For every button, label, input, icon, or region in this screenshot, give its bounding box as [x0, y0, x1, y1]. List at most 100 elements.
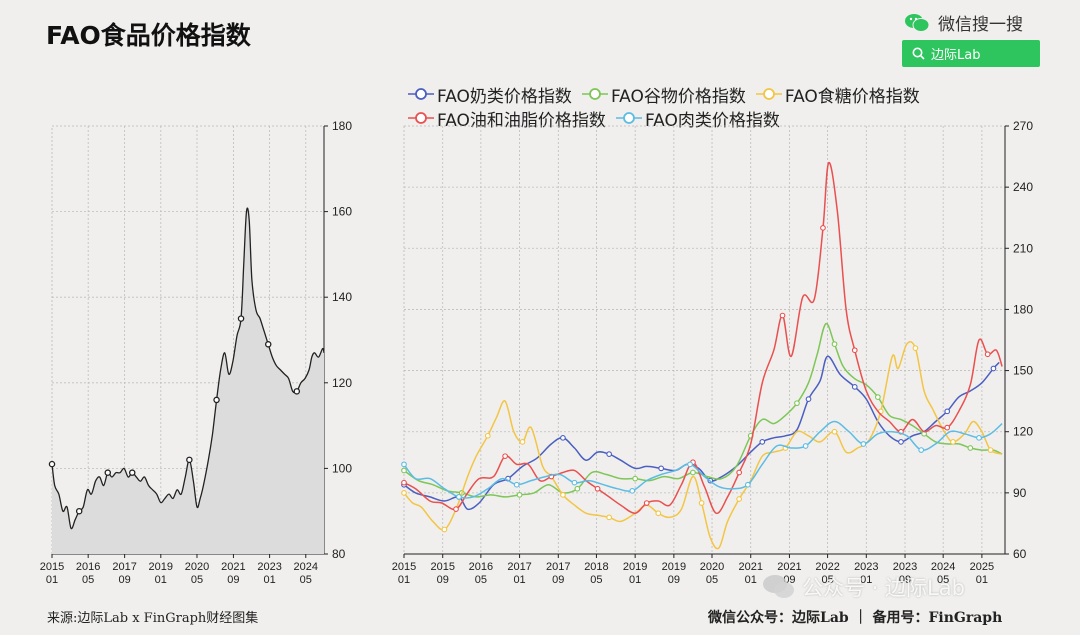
- y-tick-label: 160: [332, 205, 352, 219]
- x-tick-label: 05: [82, 574, 94, 586]
- x-tick-label: 2021: [738, 561, 762, 573]
- x-tick-label: 05: [706, 574, 718, 586]
- data-point: [560, 492, 566, 498]
- x-tick-label: 2015: [430, 561, 454, 573]
- data-point: [779, 312, 786, 319]
- data-point: [831, 428, 838, 435]
- legend-marker: [581, 88, 608, 100]
- search-icon: [912, 47, 925, 60]
- data-point: [213, 396, 220, 404]
- source-note: 来源:边际Lab x FinGraph财经图集: [47, 611, 259, 626]
- x-tick-label: 01: [398, 574, 410, 586]
- data-point: [104, 469, 112, 476]
- legend-label: FAO食糖价格指数: [784, 86, 920, 107]
- watermark-text: 公众号 · 边际Lab: [802, 576, 965, 600]
- data-point: [516, 492, 523, 498]
- x-tick-label: 05: [937, 574, 949, 586]
- x-tick-label: 2017: [507, 561, 531, 573]
- legend-item: FAO食糖价格指数: [755, 82, 920, 107]
- x-tick-label: 01: [263, 574, 275, 586]
- chart-legend: FAO奶类价格指数 FAO谷物价格指数 FAO食糖价格指数 FAO油和油脂价格指数 F…: [408, 82, 1008, 131]
- x-tick-label: 2019: [149, 561, 173, 573]
- x-tick-label: 2020: [185, 561, 209, 573]
- data-point: [820, 225, 826, 231]
- data-point: [606, 514, 612, 521]
- data-point: [571, 479, 578, 486]
- x-tick-label: 01: [745, 574, 757, 586]
- data-point: [875, 394, 881, 400]
- x-tick-label: 09: [118, 574, 130, 586]
- legend-marker: [755, 88, 782, 100]
- series-line: [403, 161, 1003, 515]
- x-tick-label: 2023: [854, 561, 878, 573]
- data-point: [944, 408, 951, 415]
- data-point: [632, 475, 639, 482]
- x-tick-label: 2023: [257, 561, 281, 573]
- x-tick-label: 2024: [294, 561, 318, 573]
- x-tick-label: 2021: [777, 561, 801, 573]
- legend-marker: [408, 88, 434, 100]
- x-tick-label: 01: [860, 574, 872, 586]
- x-tick-label: 05: [191, 574, 203, 586]
- x-tick-label: 2019: [662, 561, 686, 573]
- y-tick-label: 180: [332, 119, 352, 133]
- data-point: [401, 479, 407, 486]
- data-point: [594, 485, 601, 492]
- data-point: [860, 441, 867, 447]
- data-point: [744, 481, 751, 488]
- x-tick-label: 2016: [469, 561, 493, 573]
- x-tick-label: 2016: [76, 561, 100, 573]
- data-point: [944, 424, 951, 431]
- data-point: [401, 461, 407, 468]
- legend-item: FAO肉类价格指数: [615, 106, 780, 131]
- data-point: [736, 469, 743, 476]
- search-button[interactable]: 边际Lab: [902, 40, 1040, 67]
- data-point: [967, 445, 974, 451]
- y-tick-label: 150: [1013, 364, 1033, 378]
- data-point: [456, 494, 462, 500]
- area-fill: [52, 208, 324, 554]
- x-tick-label: 09: [227, 574, 239, 586]
- data-point: [519, 439, 526, 445]
- x-tick-label: 01: [513, 574, 525, 586]
- x-tick-label: 05: [821, 574, 833, 586]
- y-tick-label: 60: [1013, 547, 1027, 561]
- x-tick-label: 2017: [112, 561, 136, 573]
- y-tick-label: 80: [332, 547, 346, 561]
- x-tick-label: 2023: [893, 561, 917, 573]
- x-tick-label: 01: [629, 574, 641, 586]
- data-point: [264, 341, 272, 348]
- x-tick-label: 2025: [970, 561, 994, 573]
- data-point: [453, 506, 459, 513]
- legend-item: FAO奶类价格指数: [408, 82, 572, 107]
- wechat-icon: [905, 13, 930, 32]
- x-tick-label: 2017: [546, 561, 570, 573]
- series-line: [403, 420, 1003, 499]
- data-point: [851, 384, 858, 390]
- data-point: [574, 485, 581, 492]
- footer-credit: 微信公众号：边际Lab ｜ 备用号：FinGraph: [708, 610, 1003, 626]
- data-point: [990, 365, 997, 372]
- x-tick-label: 01: [976, 574, 988, 586]
- legend-marker: [615, 112, 642, 124]
- x-tick-label: 2019: [623, 561, 647, 573]
- legend-label: FAO油和油脂价格指数: [437, 110, 606, 131]
- y-tick-label: 270: [1013, 119, 1033, 133]
- x-tick-label: 09: [899, 574, 911, 586]
- data-point: [128, 469, 136, 476]
- legend-label: FAO肉类价格指数: [644, 110, 780, 131]
- data-point: [759, 439, 766, 445]
- y-tick-label: 180: [1013, 302, 1033, 316]
- x-tick-label: 09: [437, 574, 449, 586]
- y-tick-label: 140: [332, 290, 352, 304]
- data-point: [75, 507, 83, 515]
- series-line: [51, 207, 325, 530]
- y-tick-label: 120: [332, 376, 352, 390]
- data-point: [690, 469, 696, 476]
- x-tick-label: 05: [475, 574, 487, 586]
- data-point: [687, 461, 693, 468]
- search-button-label: 边际Lab: [931, 48, 981, 63]
- x-tick-label: 09: [552, 574, 564, 586]
- data-point: [976, 434, 982, 441]
